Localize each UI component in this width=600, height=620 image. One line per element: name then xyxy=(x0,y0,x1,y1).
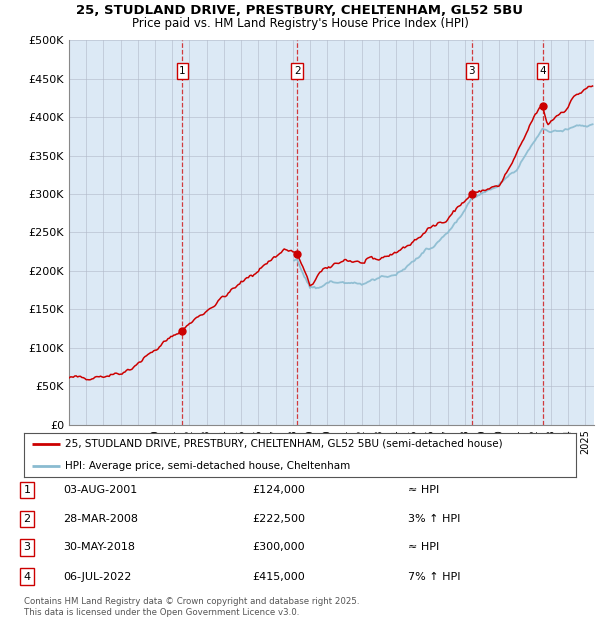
Text: 03-AUG-2001: 03-AUG-2001 xyxy=(63,485,137,495)
Text: 1: 1 xyxy=(23,485,31,495)
Text: Contains HM Land Registry data © Crown copyright and database right 2025.
This d: Contains HM Land Registry data © Crown c… xyxy=(24,598,359,617)
Text: 2: 2 xyxy=(23,514,31,524)
Text: 30-MAY-2018: 30-MAY-2018 xyxy=(63,542,135,552)
Text: £222,500: £222,500 xyxy=(252,514,305,524)
Text: 4: 4 xyxy=(23,572,31,582)
Text: £124,000: £124,000 xyxy=(252,485,305,495)
Text: 4: 4 xyxy=(539,66,546,76)
Text: 7% ↑ HPI: 7% ↑ HPI xyxy=(408,572,461,582)
Text: £415,000: £415,000 xyxy=(252,572,305,582)
Text: 28-MAR-2008: 28-MAR-2008 xyxy=(63,514,138,524)
Text: 3: 3 xyxy=(469,66,475,76)
Text: ≈ HPI: ≈ HPI xyxy=(408,485,439,495)
Text: 1: 1 xyxy=(179,66,186,76)
Text: £300,000: £300,000 xyxy=(252,542,305,552)
Text: ≈ HPI: ≈ HPI xyxy=(408,542,439,552)
Text: 25, STUDLAND DRIVE, PRESTBURY, CHELTENHAM, GL52 5BU: 25, STUDLAND DRIVE, PRESTBURY, CHELTENHA… xyxy=(77,4,523,17)
Text: 3: 3 xyxy=(23,542,31,552)
Text: Price paid vs. HM Land Registry's House Price Index (HPI): Price paid vs. HM Land Registry's House … xyxy=(131,17,469,30)
Text: 06-JUL-2022: 06-JUL-2022 xyxy=(63,572,131,582)
Text: HPI: Average price, semi-detached house, Cheltenham: HPI: Average price, semi-detached house,… xyxy=(65,461,350,471)
Text: 2: 2 xyxy=(294,66,301,76)
Text: 3% ↑ HPI: 3% ↑ HPI xyxy=(408,514,460,524)
Text: 25, STUDLAND DRIVE, PRESTBURY, CHELTENHAM, GL52 5BU (semi-detached house): 25, STUDLAND DRIVE, PRESTBURY, CHELTENHA… xyxy=(65,439,503,449)
